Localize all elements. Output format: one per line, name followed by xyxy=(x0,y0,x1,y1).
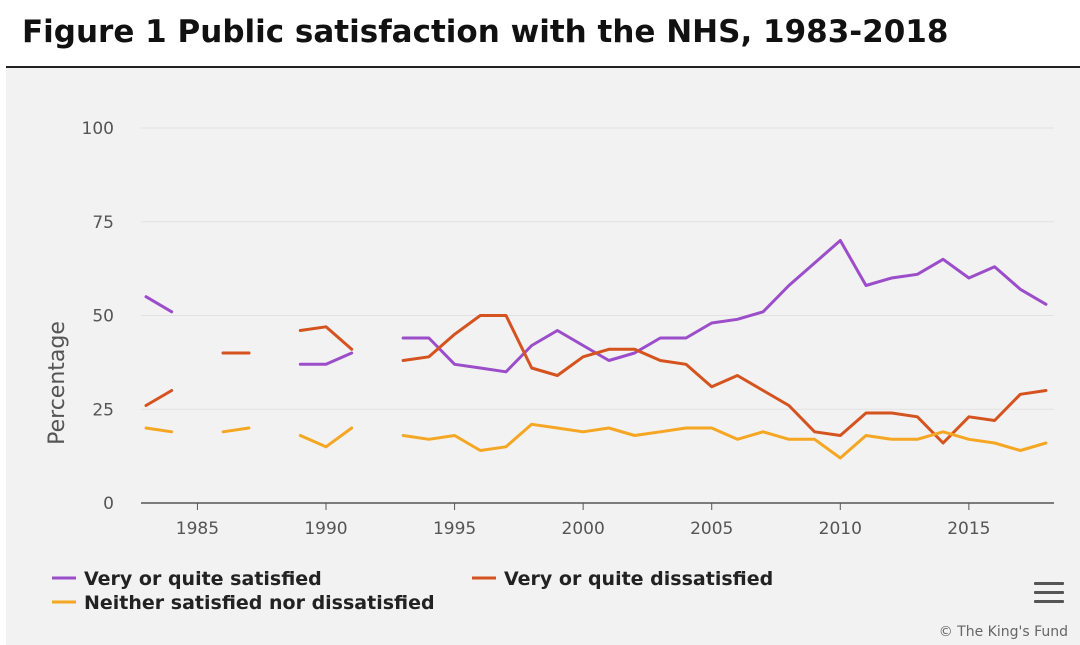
chart-title: Figure 1 Public satisfaction with the NH… xyxy=(22,14,949,50)
x-tick-label: 2005 xyxy=(690,519,733,539)
x-tick-label: 2000 xyxy=(562,519,605,539)
series-line-segment xyxy=(221,426,251,434)
y-tick-label: 25 xyxy=(92,400,114,420)
title-divider xyxy=(6,66,1080,68)
y-axis-ticks: 0 25 50 75 100 xyxy=(82,119,114,514)
series-line-segment xyxy=(298,325,354,351)
hamburger-menu-icon-bar xyxy=(1034,600,1064,603)
y-tick-label: 75 xyxy=(92,213,114,233)
x-axis-ticks: 1985 1990 1995 2000 2005 2010 2015 xyxy=(176,503,990,539)
series-very-or-quite-dissatisfied xyxy=(144,314,1048,445)
legend-item[interactable]: Very or quite dissatisfied xyxy=(472,568,773,590)
series-line-segment xyxy=(298,426,354,449)
gridlines xyxy=(141,127,1054,504)
series-lines xyxy=(144,239,1048,460)
series-neither-satisfied-nor-dissatisfied xyxy=(144,422,1048,460)
hamburger-menu-icon xyxy=(1034,582,1064,585)
chart-menu-button[interactable] xyxy=(1034,582,1064,608)
legend-item[interactable]: Very or quite satisfied xyxy=(52,568,322,590)
series-line-segment xyxy=(144,295,174,314)
y-axis-title: Percentage xyxy=(45,321,70,445)
x-tick-label: 1985 xyxy=(176,519,219,539)
y-tick-label: 50 xyxy=(92,307,114,327)
series-line-segment xyxy=(401,314,1048,445)
series-line-segment xyxy=(144,389,174,407)
chart-panel: 0 25 50 75 100 1985 1990 1995 2000 2005 2010 2015 … xyxy=(6,68,1080,645)
hamburger-menu-icon-bar xyxy=(1034,591,1064,594)
legend-label: Very or quite satisfied xyxy=(84,568,322,590)
x-tick-label: 1990 xyxy=(304,519,347,539)
legend-item[interactable]: Neither satisfied nor dissatisfied xyxy=(52,592,435,614)
legend: Very or quite satisfied Very or quite dis… xyxy=(52,568,773,614)
x-tick-label: 1995 xyxy=(433,519,476,539)
legend-label: Neither satisfied nor dissatisfied xyxy=(84,592,435,614)
series-line-segment xyxy=(298,351,354,366)
chart-credits[interactable]: © The King's Fund xyxy=(938,624,1068,640)
legend-label: Very or quite dissatisfied xyxy=(504,568,773,590)
x-tick-label: 2015 xyxy=(947,519,990,539)
series-line-segment xyxy=(401,422,1048,460)
x-tick-label: 2010 xyxy=(819,519,862,539)
y-tick-label: 0 xyxy=(103,494,114,514)
series-line-segment xyxy=(144,426,174,434)
y-tick-label: 100 xyxy=(82,119,114,139)
series-line-segment xyxy=(401,239,1048,374)
